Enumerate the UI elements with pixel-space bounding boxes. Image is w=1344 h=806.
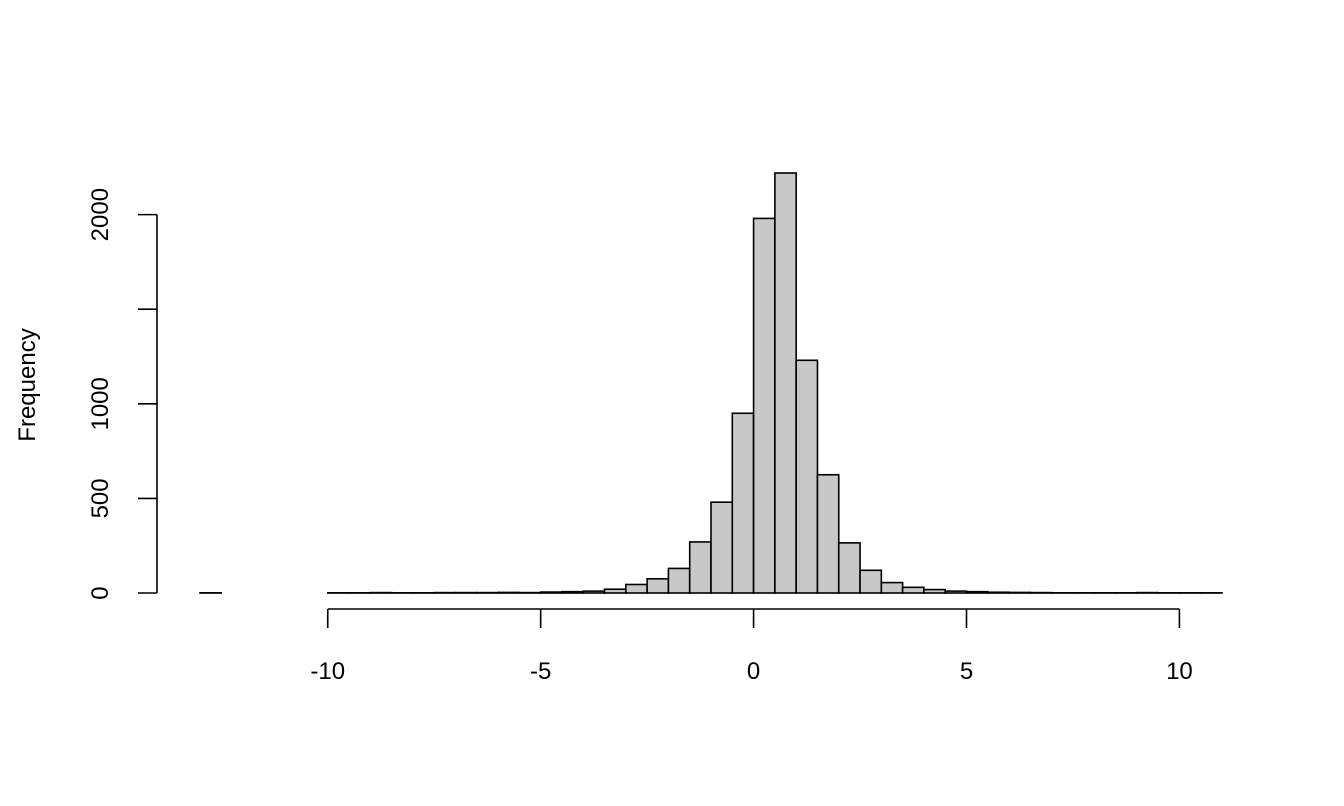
histogram-bar <box>837 542 861 594</box>
histogram-bar <box>582 590 606 594</box>
x-tick-label: 10 <box>1166 658 1193 685</box>
histogram-bar <box>561 590 585 594</box>
histogram-bars <box>199 172 1223 594</box>
histogram-bar <box>646 578 670 594</box>
histogram-bar <box>944 590 968 594</box>
histogram-bar <box>667 567 691 594</box>
histogram-bar <box>859 569 883 594</box>
histogram-bar <box>901 586 925 594</box>
histogram-bar <box>710 501 734 594</box>
histogram-bar <box>774 172 797 594</box>
y-axis-title: Frequency <box>14 328 41 441</box>
y-tick-label: 500 <box>87 478 114 518</box>
y-tick-label: 1000 <box>87 377 114 430</box>
x-tick-label: 5 <box>960 658 973 685</box>
y-axis: 0 500 1000 2000 <box>87 188 158 600</box>
y-tick-label: 2000 <box>87 188 114 241</box>
x-tick-label: -5 <box>530 658 551 685</box>
histogram-bar <box>1008 591 1032 594</box>
histogram-bar <box>816 473 840 594</box>
x-tick-label: 0 <box>747 658 760 685</box>
histogram-bar <box>731 412 755 594</box>
x-axis: -10 -5 0 5 10 <box>310 608 1193 685</box>
histogram-bar <box>752 217 776 594</box>
x-tick-label: -10 <box>310 658 345 685</box>
histogram-bar <box>986 591 1010 594</box>
histogram-bar <box>880 581 904 594</box>
histogram-bar <box>923 588 947 594</box>
y-tick-label: 0 <box>87 586 114 599</box>
histogram-bar <box>625 583 648 594</box>
histogram-bar <box>497 591 521 594</box>
histogram-bar <box>795 359 819 594</box>
histogram-bar <box>603 588 627 594</box>
histogram-bar <box>688 541 712 594</box>
histogram-bar <box>539 591 563 594</box>
histogram-bar <box>965 590 989 594</box>
